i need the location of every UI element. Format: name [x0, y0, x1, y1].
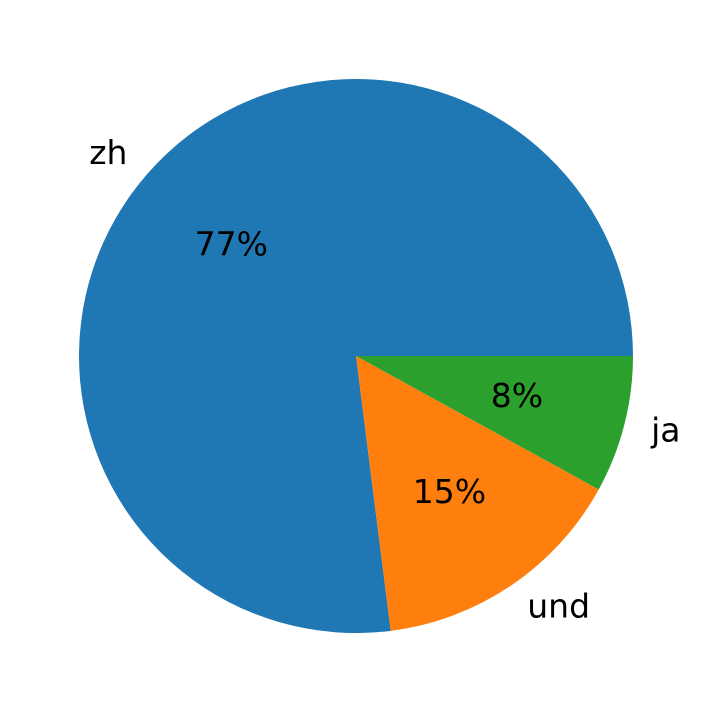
pie-slice [78, 79, 633, 634]
slice-label: zh [89, 133, 127, 172]
value-label: 15% [413, 472, 486, 511]
pie-slice [356, 356, 599, 631]
value-label: 77% [195, 225, 268, 264]
slice-label: und [527, 587, 590, 626]
value-label: 8% [491, 376, 543, 415]
slice-label: ja [650, 410, 680, 449]
pie-slice [356, 356, 633, 490]
